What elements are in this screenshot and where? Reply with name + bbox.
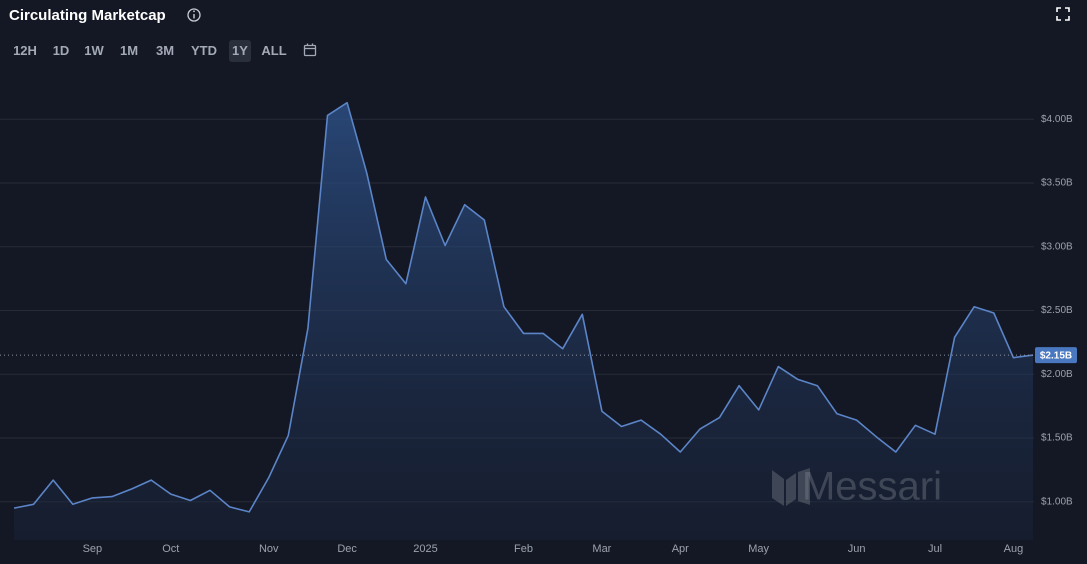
x-tick-label: May xyxy=(748,543,769,555)
range-button[interactable]: 1Y xyxy=(232,43,248,58)
y-tick-label: $3.50B xyxy=(1041,178,1073,189)
watermark: Messari xyxy=(802,465,942,509)
y-tick-label: $3.00B xyxy=(1041,241,1073,252)
x-tick-label: Jun xyxy=(848,543,866,555)
range-button[interactable]: 1W xyxy=(84,43,104,58)
y-tick-label: $2.50B xyxy=(1041,305,1073,316)
x-tick-label: Mar xyxy=(592,543,611,555)
x-tick-label: Apr xyxy=(672,543,689,555)
range-button[interactable]: 3M xyxy=(156,43,174,58)
current-value-box xyxy=(1035,347,1077,364)
y-tick-label: $1.00B xyxy=(1041,496,1073,507)
line xyxy=(13,101,1034,513)
range-buttons: 12H 1D 1W 1M 3M YTD 1Y ALL xyxy=(13,40,287,62)
info-icon[interactable] xyxy=(187,8,201,22)
x-tick-label: 2025 xyxy=(413,543,437,555)
plot-area: $1.00B $1.50B $2.00B $2.50B $3.00B $3.50B $4.0… xyxy=(0,101,1077,555)
title: Circulating Marketcap xyxy=(9,7,166,24)
y-tick-label: $2.00B xyxy=(1041,369,1073,380)
fullscreen-icon[interactable] xyxy=(1056,7,1070,21)
x-tick-label: Dec xyxy=(337,543,357,555)
x-tick-label: Nov xyxy=(259,543,279,555)
range-button[interactable]: 1M xyxy=(120,43,138,58)
range-button[interactable]: YTD xyxy=(191,43,217,58)
range-button[interactable]: 12H xyxy=(13,43,37,58)
x-tick-label: Oct xyxy=(162,543,179,555)
x-tick-label: Sep xyxy=(83,543,103,555)
x-tick-label: Aug xyxy=(1004,543,1024,555)
calendar-icon[interactable] xyxy=(303,43,317,57)
y-tick-label: $4.00B xyxy=(1041,114,1073,125)
area xyxy=(14,102,1033,540)
range-button[interactable]: 1D xyxy=(53,43,70,58)
range-button[interactable]: ALL xyxy=(261,43,286,58)
watermark-logo xyxy=(772,468,810,506)
x-tick-label: Feb xyxy=(514,543,533,555)
range-button-bg xyxy=(229,40,251,62)
y-tick-label: $1.50B xyxy=(1041,433,1073,444)
x-tick-label: Jul xyxy=(928,543,942,555)
current-value-label: $2.15B xyxy=(1040,350,1072,361)
